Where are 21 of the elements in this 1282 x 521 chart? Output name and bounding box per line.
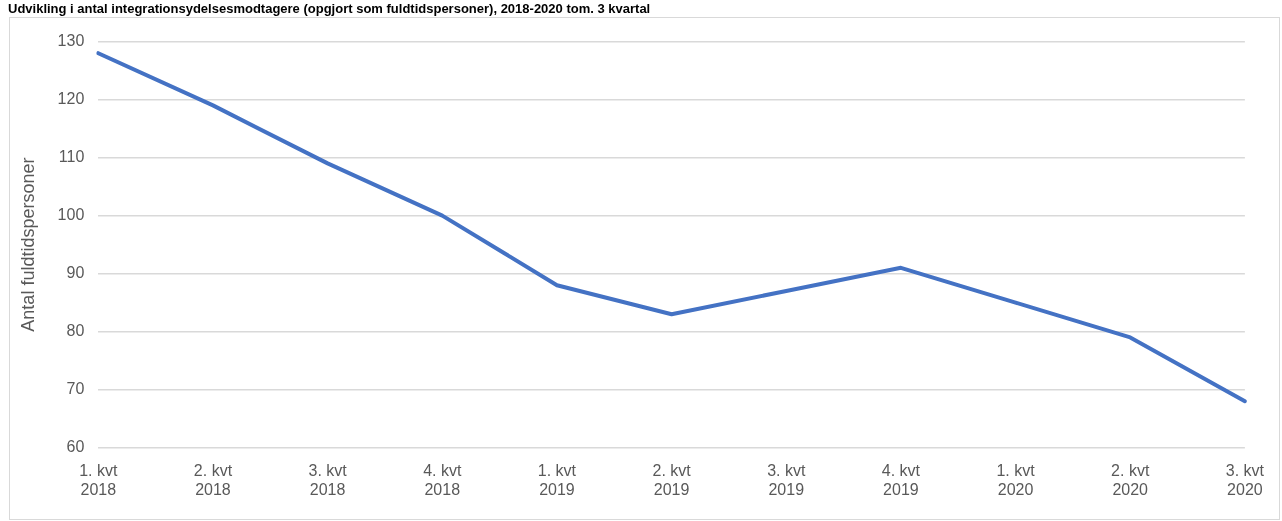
x-tick-label: 2. kvt 2018 xyxy=(193,461,233,498)
y-tick-label: 130 xyxy=(57,32,85,50)
x-tick-label: 3. kvt 2018 xyxy=(308,461,348,498)
chart-title: Udvikling i antal integrationsydelsesmodtagere (opgjort som fuldtidspersoner), 2018-2020 tom. 3 kvartal xyxy=(8,1,651,16)
x-tick-label: 2. kvt 2020 xyxy=(1111,461,1150,498)
x-tick-label: 1. kvt 2020 xyxy=(996,461,1036,498)
y-axis-title: Antal fuldtidspersoner xyxy=(17,157,38,332)
x-tick-label: 1. kvt 2018 xyxy=(79,461,118,498)
x-tick-label: 3. kvt 2019 xyxy=(767,461,806,498)
y-tick-label: 60 xyxy=(66,438,85,456)
y-tick-label: 100 xyxy=(57,206,85,224)
x-tick-label: 1. kvt 2019 xyxy=(537,461,577,498)
y-tick-label: 80 xyxy=(66,322,85,340)
x-tick-label: 3. kvt 2020 xyxy=(1225,461,1265,498)
y-tick-label: 120 xyxy=(57,90,85,108)
y-tick-label: 90 xyxy=(66,264,85,282)
x-tick-label: 2. kvt 2019 xyxy=(652,461,692,498)
y-tick-label: 70 xyxy=(66,380,85,398)
x-tick-label: 4. kvt 2018 xyxy=(423,461,462,498)
x-tick-label: 4. kvt 2019 xyxy=(881,461,921,498)
y-tick-label: 110 xyxy=(58,148,85,166)
